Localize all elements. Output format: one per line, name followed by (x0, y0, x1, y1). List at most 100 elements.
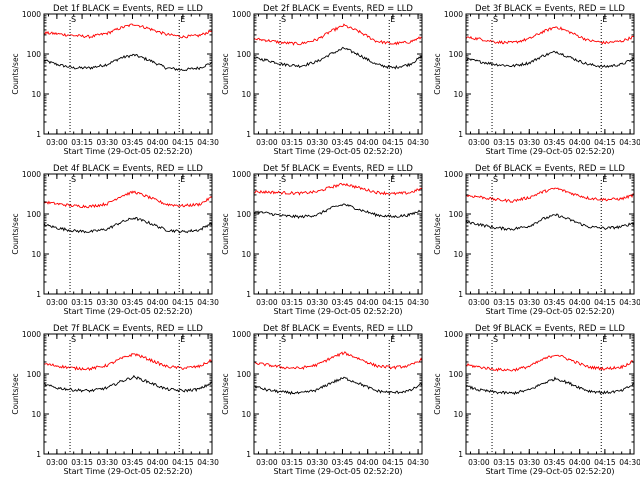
plot4-xtick-label: 03:00 (46, 298, 68, 307)
plot3-xtick-label: 04:15 (594, 138, 616, 147)
plot2-ytick-label: 1 (246, 130, 251, 139)
plot8-xtick-label: 04:00 (357, 458, 379, 467)
plot2-series-events (253, 46, 423, 70)
plot9-ytick-label: 100 (449, 370, 464, 379)
plot3-marker-e: E (602, 15, 607, 24)
plot7-ytick-label: 1000 (22, 330, 41, 339)
plot3-xlabel: Start Time (29-Oct-05 02:52:20) (485, 147, 614, 156)
plot8-xtick-label: 03:45 (332, 458, 354, 467)
plot5-series-lld (253, 182, 423, 196)
plot1-xtick-label: 03:45 (122, 138, 144, 147)
plot6-ylabel: Counts/sec (433, 213, 442, 254)
plot7-ylabel: Counts/sec (11, 373, 20, 414)
plot7-ytick-label: 100 (27, 370, 42, 379)
plot1-xtick-label: 04:30 (197, 138, 219, 147)
plot5-ytick-label: 1000 (232, 170, 251, 179)
plot8-xtick-label: 03:30 (306, 458, 328, 467)
plot8-xtick-label: 03:15 (281, 458, 303, 467)
plot6-ytick-label: 100 (449, 210, 464, 219)
plot5-xtick-label: 03:00 (256, 298, 278, 307)
plot9-ytick-label: 10 (453, 410, 463, 419)
plot7-xtick-label: 04:15 (172, 458, 194, 467)
plot6-xlabel: Start Time (29-Oct-05 02:52:20) (485, 307, 614, 316)
plot1-title: Det 1f BLACK = Events, RED = LLD (53, 4, 203, 14)
plot5-axes-frame (253, 173, 423, 295)
plot9-xtick-label: 04:00 (569, 458, 591, 467)
plot3-xtick-label: 03:45 (544, 138, 566, 147)
plot1-xtick-label: 03:00 (46, 138, 68, 147)
plot2-marker-s: S (281, 15, 286, 24)
plot2-ylabel: Counts/sec (221, 53, 230, 94)
plot8-xtick-label: 04:15 (382, 458, 404, 467)
plot4-ytick-label: 1000 (22, 170, 41, 179)
plot2-xtick-label: 03:30 (306, 138, 328, 147)
plot6-xtick-label: 04:00 (569, 298, 591, 307)
plot5-xtick-label: 03:30 (306, 298, 328, 307)
plot4-ylabel: Counts/sec (11, 213, 20, 254)
plot5-xtick-label: 04:15 (382, 298, 404, 307)
plot6-ytick-label: 1 (458, 290, 463, 299)
plot2-xtick-label: 03:15 (281, 138, 303, 147)
plot8-ytick-label: 10 (241, 410, 251, 419)
plot5-series-events (253, 203, 423, 220)
plot1-xtick-label: 04:15 (172, 138, 194, 147)
plot6-marker-s: S (493, 175, 498, 184)
plot6-xtick-label: 03:45 (544, 298, 566, 307)
plot6-xtick-label: 04:15 (594, 298, 616, 307)
plot8-axes-frame (253, 333, 423, 455)
plot4-xtick-label: 03:15 (71, 298, 93, 307)
plot1-series-lld (43, 23, 213, 39)
plot9-ytick-label: 1 (458, 450, 463, 459)
plot4-series-events (43, 217, 213, 234)
plot5-marker-s: S (281, 175, 286, 184)
plot2-ytick-label: 100 (237, 50, 252, 59)
plot5-title: Det 5f BLACK = Events, RED = LLD (263, 164, 413, 174)
plot4-xtick-label: 03:30 (96, 298, 118, 307)
plot6-series-lld (465, 187, 635, 203)
plot4-ytick-label: 100 (27, 210, 42, 219)
plot6-title: Det 6f BLACK = Events, RED = LLD (475, 164, 625, 174)
plot8-ytick-label: 100 (237, 370, 252, 379)
plot9-ylabel: Counts/sec (433, 373, 442, 414)
plot8-ytick-label: 1000 (232, 330, 251, 339)
plot8-marker-s: S (281, 335, 286, 344)
plot7-series-events (43, 374, 213, 393)
plot6-xtick-label: 03:30 (518, 298, 540, 307)
plot7-axes-frame (43, 333, 213, 455)
plot4-series-lld (43, 190, 213, 209)
plot7-ytick-label: 1 (36, 450, 41, 459)
plot4-marker-e: E (180, 175, 185, 184)
plot1-xlabel: Start Time (29-Oct-05 02:52:20) (63, 147, 192, 156)
plot4-xtick-label: 04:15 (172, 298, 194, 307)
plot1-marker-e: E (180, 15, 185, 24)
plot9-xlabel: Start Time (29-Oct-05 02:52:20) (485, 467, 614, 476)
plot4-xtick-label: 03:45 (122, 298, 144, 307)
plot3-ytick-label: 10 (453, 90, 463, 99)
plot7-xtick-label: 03:15 (71, 458, 93, 467)
plot3-xtick-label: 03:15 (493, 138, 515, 147)
plot4-title: Det 4f BLACK = Events, RED = LLD (53, 164, 203, 174)
plot3-axes-frame (465, 13, 635, 135)
plot8-xtick-label: 03:00 (256, 458, 278, 467)
plot5-ytick-label: 100 (237, 210, 252, 219)
plot9-series-events (465, 376, 635, 396)
plot4-marker-s: S (71, 175, 76, 184)
plot1-xtick-label: 03:15 (71, 138, 93, 147)
plot1-marker-s: S (71, 15, 76, 24)
plot1-series-events (43, 53, 213, 72)
plot8-marker-e: E (390, 335, 395, 344)
plot5-marker-e: E (390, 175, 395, 184)
plot6-xtick-label: 03:00 (468, 298, 490, 307)
plot3-ylabel: Counts/sec (433, 53, 442, 94)
plot7-xtick-label: 03:45 (122, 458, 144, 467)
plot9-marker-s: S (493, 335, 498, 344)
plot8-title: Det 8f BLACK = Events, RED = LLD (263, 324, 413, 334)
plot2-ytick-label: 1000 (232, 10, 251, 19)
plot8-ytick-label: 1 (246, 450, 251, 459)
plot3-series-events (465, 50, 634, 69)
plot2-title: Det 2f BLACK = Events, RED = LLD (263, 4, 413, 14)
plot3-xtick-label: 04:30 (619, 138, 640, 147)
plot2-xtick-label: 03:45 (332, 138, 354, 147)
